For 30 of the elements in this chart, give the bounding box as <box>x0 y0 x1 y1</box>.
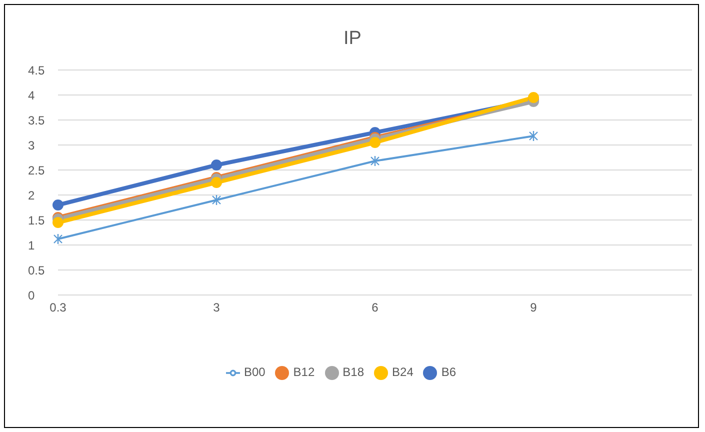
point <box>211 160 222 170</box>
y-tick-label: 4.5 <box>28 63 46 78</box>
x-tick-label: 0.3 <box>50 300 67 315</box>
y-tick-label: 0.5 <box>28 263 46 278</box>
chart-title: IP <box>342 28 362 50</box>
y-tick-label: 1.5 <box>28 213 46 228</box>
y-tick-label: 2.5 <box>28 163 46 178</box>
point <box>370 155 380 167</box>
y-tick-label: 2 <box>28 188 35 202</box>
point <box>53 233 63 245</box>
point <box>212 194 222 206</box>
point <box>211 177 222 188</box>
y-tick-label: 3.5 <box>28 113 46 128</box>
legend-label: B24 <box>392 365 414 379</box>
x-tick-label: 9 <box>530 300 538 315</box>
y-tick-label: 3 <box>28 138 35 152</box>
legend-label: B18 <box>342 365 364 379</box>
y-tick-label: 1 <box>28 238 35 252</box>
point <box>528 92 539 103</box>
point <box>370 137 380 148</box>
x-tick-label: 6 <box>372 300 379 315</box>
legend-label: B12 <box>293 365 315 379</box>
y-tick-label: 4 <box>28 88 35 102</box>
point <box>528 130 538 142</box>
legend-label: B6 <box>441 365 456 379</box>
y-tick-label: 0 <box>28 288 35 302</box>
point <box>52 217 64 228</box>
x-tick-label: 3 <box>213 300 220 315</box>
point <box>52 200 64 210</box>
legend-label: B00 <box>244 365 266 379</box>
